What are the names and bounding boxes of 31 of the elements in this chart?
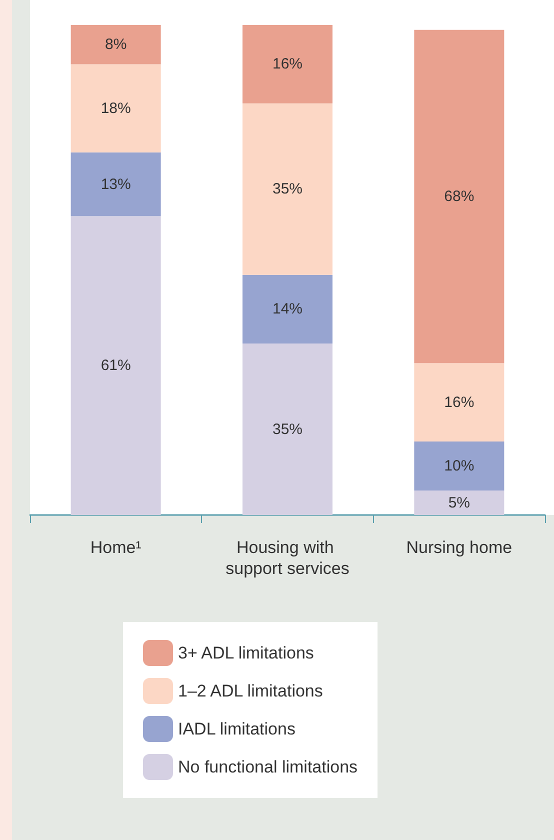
bar bbox=[70, 152, 161, 216]
bar bbox=[414, 442, 504, 490]
data-label: 10% bbox=[444, 458, 474, 474]
data-label: 68% bbox=[444, 188, 474, 205]
x-tick-label: Nursing home bbox=[406, 538, 512, 557]
x-tick-label: Home¹ bbox=[90, 538, 142, 557]
data-label: 5% bbox=[448, 494, 470, 512]
data-label: 18% bbox=[100, 100, 131, 117]
data-label: 61% bbox=[100, 357, 131, 374]
bar bbox=[242, 344, 332, 515]
bar bbox=[414, 490, 504, 515]
bar bbox=[414, 30, 504, 364]
bar bbox=[70, 25, 161, 64]
bar bbox=[242, 25, 332, 104]
data-label: 14% bbox=[272, 300, 303, 318]
data-label: 35% bbox=[272, 180, 303, 198]
data-label: 13% bbox=[100, 176, 131, 193]
bar bbox=[242, 103, 332, 275]
legend-label: 1–2 ADL limitations bbox=[178, 682, 323, 700]
legend-label: IADL limitations bbox=[178, 720, 296, 738]
bar bbox=[70, 64, 161, 152]
legend-label: No functional limitations bbox=[178, 758, 358, 776]
bar bbox=[414, 363, 504, 442]
bar bbox=[70, 216, 161, 515]
x-tick-label: Housing with support services bbox=[226, 538, 350, 578]
legend-label: 3+ ADL limitations bbox=[178, 644, 314, 662]
data-label: 16% bbox=[444, 394, 474, 411]
bar bbox=[242, 274, 332, 344]
data-label: 8% bbox=[104, 36, 127, 54]
data-label: 35% bbox=[272, 420, 303, 438]
data-label: 16% bbox=[272, 56, 303, 73]
